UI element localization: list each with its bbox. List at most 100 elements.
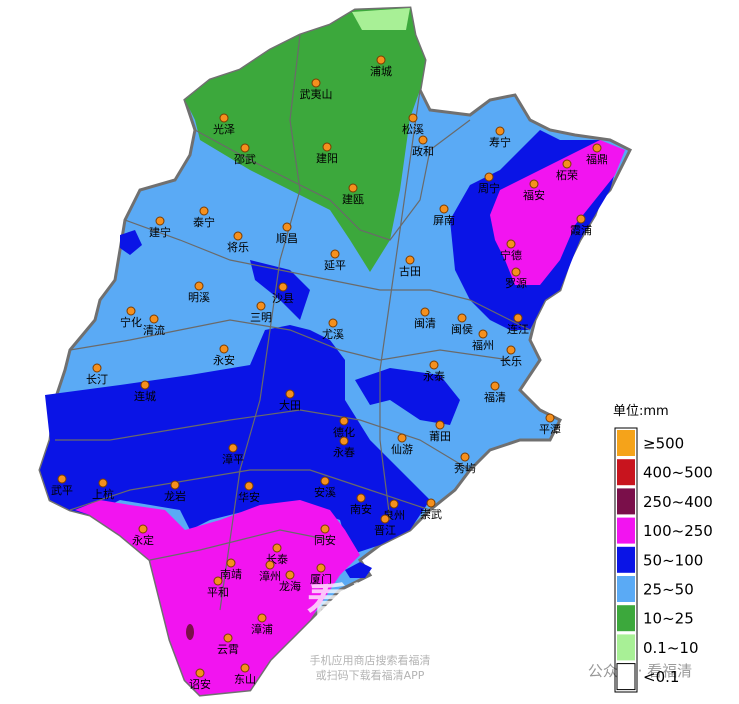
city-dot <box>511 267 521 277</box>
city-dot <box>439 204 449 214</box>
city-dot <box>256 301 266 311</box>
city-label: 宁化 <box>120 315 142 329</box>
region <box>355 368 460 425</box>
city-label: 上杭 <box>92 487 114 501</box>
city-label: 华安 <box>238 490 260 504</box>
city-label: 秀屿 <box>454 462 476 475</box>
city-dot <box>408 113 418 123</box>
city-label: 明溪 <box>188 291 210 304</box>
city-label: 尤溪 <box>322 328 344 341</box>
city-dot <box>285 570 295 580</box>
city-dot <box>435 420 445 430</box>
city-label: 清流 <box>143 323 165 337</box>
region <box>490 140 625 285</box>
legend-swatch <box>617 576 635 602</box>
city-dot <box>149 314 159 324</box>
city-label: 松溪 <box>402 122 424 136</box>
city-label: 闽清 <box>414 317 436 330</box>
city-dot <box>311 78 321 88</box>
legend: 单位:mm ≥500 400~500 250~400 100~250 50~100 25~… <box>613 404 713 693</box>
city-dot <box>562 159 572 169</box>
city-dot <box>155 216 165 226</box>
city-dot <box>226 558 236 568</box>
city-label: 福州 <box>472 338 494 352</box>
legend-swatch <box>617 488 635 515</box>
watermark-line: 或扫码下载看福清APP <box>316 668 425 682</box>
legend-frame <box>614 427 638 693</box>
city-label: 龙海 <box>279 579 301 593</box>
city-dot <box>240 143 250 153</box>
region <box>352 8 410 30</box>
city-label: 安溪 <box>314 485 336 499</box>
city-dot <box>339 436 349 446</box>
region <box>40 325 430 555</box>
legend-label: ≥500 <box>643 435 684 453</box>
city-label: 光泽 <box>213 122 235 136</box>
city-dot <box>138 524 148 534</box>
city-label: 永泰 <box>423 369 445 383</box>
city-label: 武平 <box>51 484 73 497</box>
legend-label: 50~100 <box>643 551 703 569</box>
city-dot <box>194 281 204 291</box>
city-dot <box>330 249 340 259</box>
city-label: 三明 <box>250 311 272 324</box>
legend-label: <0.1 <box>643 668 679 686</box>
region <box>185 8 425 272</box>
county-borders <box>55 34 531 611</box>
city-dot <box>320 476 330 486</box>
city-dot <box>228 443 238 453</box>
region <box>186 624 194 640</box>
city-dot <box>170 480 180 490</box>
city-label: 福清 <box>484 390 506 404</box>
city-label: 长乐 <box>500 355 522 368</box>
city-label: 漳州 <box>259 569 281 583</box>
city-label: 浦城 <box>370 65 392 78</box>
city-dot <box>380 514 390 524</box>
city-label: 长汀 <box>86 373 108 386</box>
city-dot <box>513 313 523 323</box>
city-label: 寿宁 <box>489 135 511 149</box>
city-label: 平潭 <box>539 423 561 436</box>
city-label: 永安 <box>213 353 235 367</box>
city-label: 闽侯 <box>451 322 473 336</box>
city-dot <box>322 142 332 152</box>
city-dot <box>348 183 358 193</box>
city-label: 建宁 <box>149 225 171 239</box>
city-dot <box>195 668 205 678</box>
watermark-line: 手机应用商店搜索看福清 <box>310 653 431 667</box>
city-dot <box>199 206 209 216</box>
city-dot <box>397 433 407 443</box>
city-dot <box>460 452 470 462</box>
legend-label: 0.1~10 <box>643 639 699 657</box>
city-dot <box>92 363 102 373</box>
city-dot <box>457 313 467 323</box>
city-dot <box>389 499 399 509</box>
city-label: 政和 <box>412 144 434 158</box>
city-label: 建阳 <box>316 151 338 165</box>
city-dot <box>278 282 288 292</box>
city-label: 龙岩 <box>164 489 186 503</box>
city-dot <box>478 329 488 339</box>
legend-swatch <box>617 634 635 661</box>
legend-label: 100~250 <box>643 522 713 540</box>
city-dot <box>418 135 428 145</box>
region <box>120 230 142 255</box>
city-dot <box>320 524 330 534</box>
legend-label: 25~50 <box>643 581 694 599</box>
city-dot <box>339 416 349 426</box>
regions <box>38 6 633 697</box>
city-dot <box>356 493 366 503</box>
city-label: 武夷山 <box>300 88 333 101</box>
city-dot <box>484 172 494 182</box>
city-dot <box>282 222 292 232</box>
city-dot <box>490 381 500 391</box>
city-dot <box>219 344 229 354</box>
region <box>75 500 360 695</box>
city-dot <box>495 126 505 136</box>
city-dot <box>506 345 516 355</box>
watermark-url: WWW.FQLOOK.COM <box>315 635 424 648</box>
legend-swatch <box>617 546 635 573</box>
city-dot <box>576 214 586 224</box>
city-dot <box>272 543 282 553</box>
